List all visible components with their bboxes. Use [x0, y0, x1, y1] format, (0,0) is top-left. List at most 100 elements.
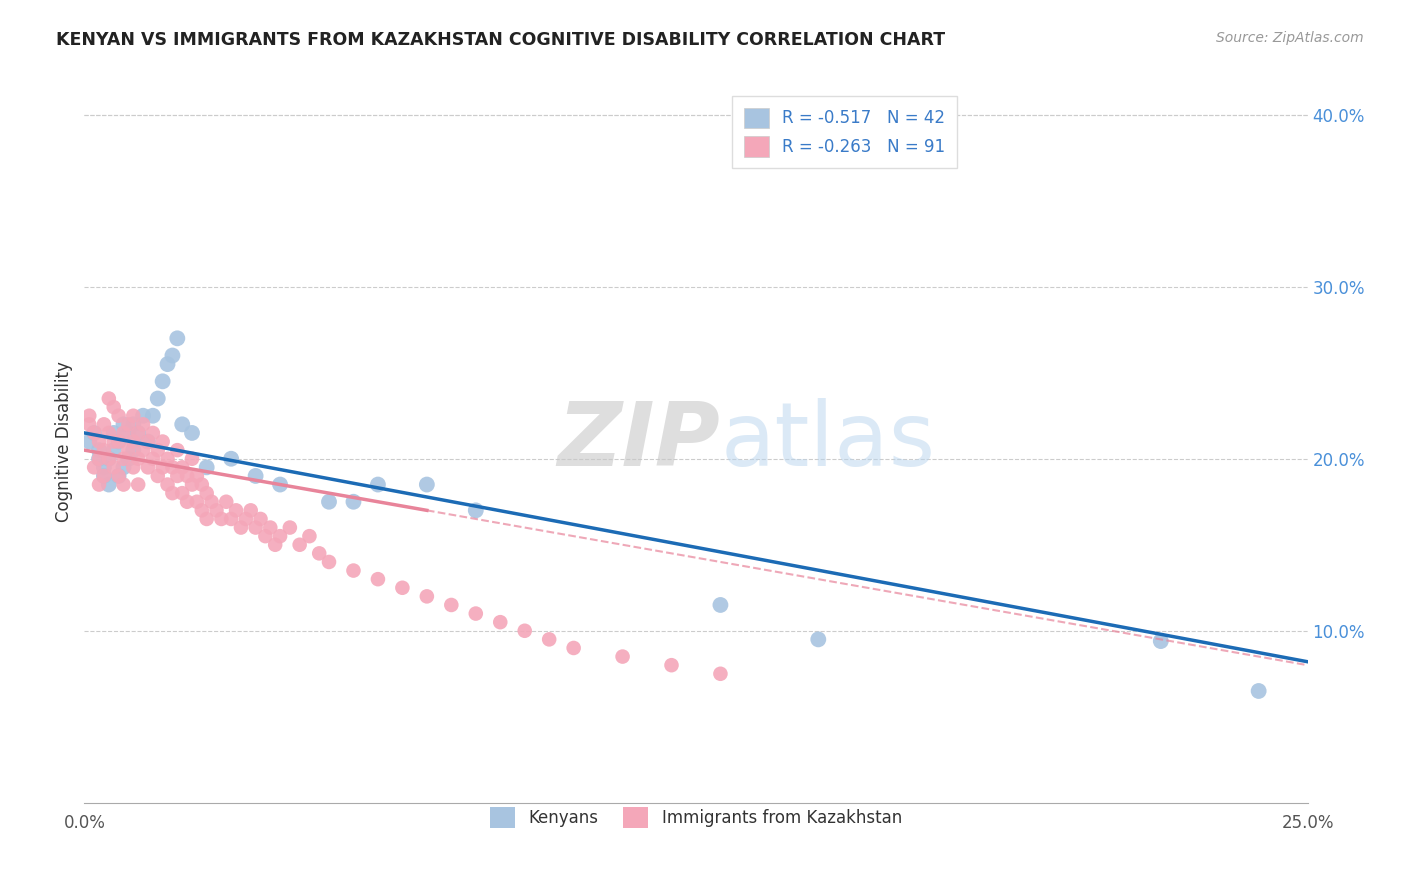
Point — [225, 503, 247, 517]
Point — [107, 469, 129, 483]
Point — [166, 331, 188, 345]
Point — [209, 512, 232, 526]
Point — [146, 392, 169, 406]
Text: ZIP: ZIP — [558, 398, 720, 485]
Point — [288, 538, 311, 552]
Point — [103, 460, 125, 475]
Point — [612, 649, 634, 664]
Point — [162, 349, 184, 363]
Point — [709, 666, 731, 681]
Point — [416, 477, 439, 491]
Point — [117, 451, 139, 466]
Point — [142, 409, 165, 423]
Point — [93, 469, 115, 483]
Point — [318, 494, 340, 508]
Point — [127, 477, 149, 491]
Point — [77, 434, 100, 449]
Point — [807, 632, 830, 647]
Point — [87, 443, 110, 458]
Point — [195, 460, 218, 475]
Point — [83, 460, 105, 475]
Point — [152, 375, 174, 389]
Point — [239, 503, 262, 517]
Point — [103, 434, 125, 449]
Point — [1150, 634, 1173, 648]
Point — [103, 425, 125, 440]
Point — [112, 417, 135, 432]
Point — [127, 425, 149, 440]
Point — [152, 434, 174, 449]
Point — [269, 477, 291, 491]
Point — [195, 512, 218, 526]
Point — [166, 469, 188, 483]
Point — [259, 520, 281, 534]
Point — [107, 434, 129, 449]
Point — [112, 425, 135, 440]
Point — [122, 443, 145, 458]
Point — [87, 451, 110, 466]
Point — [298, 529, 321, 543]
Point — [156, 477, 179, 491]
Point — [538, 632, 561, 647]
Point — [112, 451, 135, 466]
Point — [77, 417, 100, 432]
Point — [117, 425, 139, 440]
Point — [107, 469, 129, 483]
Point — [122, 434, 145, 449]
Point — [156, 451, 179, 466]
Point — [464, 607, 486, 621]
Point — [93, 469, 115, 483]
Point — [440, 598, 463, 612]
Point — [136, 460, 159, 475]
Point — [103, 400, 125, 414]
Point — [245, 520, 267, 534]
Point — [122, 417, 145, 432]
Point — [176, 469, 198, 483]
Point — [87, 451, 110, 466]
Y-axis label: Cognitive Disability: Cognitive Disability — [55, 361, 73, 522]
Point — [205, 503, 228, 517]
Text: Source: ZipAtlas.com: Source: ZipAtlas.com — [1216, 31, 1364, 45]
Point — [342, 494, 364, 508]
Point — [132, 417, 155, 432]
Text: atlas: atlas — [720, 398, 935, 485]
Point — [97, 451, 120, 466]
Point — [264, 538, 287, 552]
Point — [391, 581, 413, 595]
Point — [181, 477, 204, 491]
Point — [245, 469, 267, 483]
Point — [83, 425, 105, 440]
Point — [186, 494, 208, 508]
Point — [93, 443, 115, 458]
Point — [93, 417, 115, 432]
Text: KENYAN VS IMMIGRANTS FROM KAZAKHSTAN COGNITIVE DISABILITY CORRELATION CHART: KENYAN VS IMMIGRANTS FROM KAZAKHSTAN COG… — [56, 31, 945, 49]
Point — [142, 425, 165, 440]
Point — [103, 443, 125, 458]
Point — [367, 477, 389, 491]
Point — [117, 443, 139, 458]
Point — [513, 624, 536, 638]
Point — [146, 443, 169, 458]
Point — [87, 477, 110, 491]
Point — [318, 555, 340, 569]
Point — [1247, 684, 1270, 698]
Point — [112, 477, 135, 491]
Point — [181, 425, 204, 440]
Point — [162, 486, 184, 500]
Point — [97, 451, 120, 466]
Point — [136, 434, 159, 449]
Point — [235, 512, 257, 526]
Point — [122, 409, 145, 423]
Point — [176, 494, 198, 508]
Point — [229, 520, 252, 534]
Point — [278, 520, 301, 534]
Point — [93, 460, 115, 475]
Point — [464, 503, 486, 517]
Point — [249, 512, 271, 526]
Point — [562, 640, 585, 655]
Point — [97, 425, 120, 440]
Point — [269, 529, 291, 543]
Point — [186, 469, 208, 483]
Point — [416, 590, 439, 604]
Point — [342, 564, 364, 578]
